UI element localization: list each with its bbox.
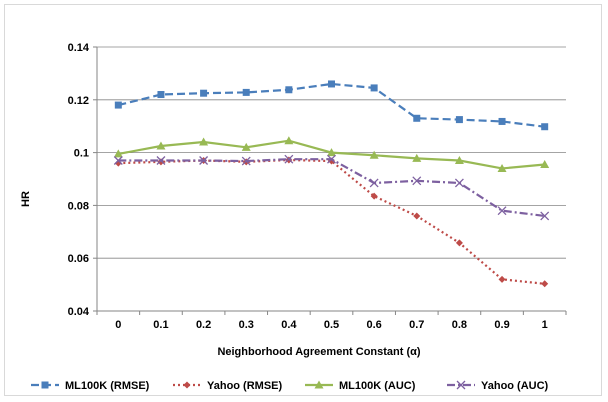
x-tick-label: 0.1 [153,319,168,331]
legend-marker [456,380,466,390]
legend-marker [314,380,324,389]
data-point [497,163,507,172]
data-point [455,116,463,124]
x-tick-label: 0.5 [324,319,339,331]
x-tick-label: 0.6 [366,319,381,331]
data-point [498,275,506,283]
marker-stroke [284,154,294,164]
legend-item: Yahoo (AUC) [447,380,549,392]
y-tick-label: 0.12 [68,95,89,107]
y-tick-label: 0.04 [68,306,90,318]
marker-stroke [540,211,550,221]
legend-marker [41,381,49,389]
legend-item: Yahoo (RMSE) [173,380,283,392]
marker-stroke [412,176,422,186]
x-tick-label: 0.8 [452,319,467,331]
data-point [157,158,165,166]
legend-label: Yahoo (AUC) [481,380,549,392]
data-point [412,153,422,162]
marker-stroke [456,380,466,390]
legend-label: Yahoo (RMSE) [207,380,283,392]
data-point [284,136,294,145]
data-point [327,154,336,164]
data-point [156,156,166,165]
data-point [455,239,463,247]
line-chart: 0.04 0.06 0.08 0.1 0.12 0.14 0 0.1 0.2 0.3 0.4 0.5… [20,42,567,392]
axes [93,46,567,315]
x-tick-label: 0.9 [494,319,509,331]
data-point [454,156,464,165]
marker-stroke [497,206,507,216]
marker-stroke [369,178,379,188]
marker-stroke [156,156,166,165]
y-tick-label: 0.14 [68,42,90,54]
marker-stroke [454,178,464,188]
data-point [541,280,549,288]
data-point [498,117,506,125]
marker-stroke [113,156,123,165]
data-point [156,141,166,150]
data-point [369,150,379,159]
x-tick-labels: 0 0.1 0.2 0.3 0.4 0.5 0.6 0.7 0.8 0.9 1 [115,319,547,331]
data-point [241,156,251,166]
series-lines [113,80,550,288]
marker-stroke [327,154,336,164]
data-point [285,86,293,94]
data-point [157,91,165,99]
data-point [369,178,379,188]
data-point [370,84,378,92]
x-tick-label: 0.4 [281,319,297,331]
marker-stroke [241,156,251,166]
y-axis-title: HR [20,191,32,207]
data-point [113,156,123,165]
data-point [242,88,250,96]
data-point [413,212,421,220]
legend-label: ML100K (RMSE) [65,380,150,392]
x-tick-label: 0.3 [239,319,254,331]
data-point [284,154,294,164]
data-point [241,142,251,151]
data-point [200,89,208,97]
legend-marker [183,381,191,389]
x-tick-label: 0.2 [196,319,211,331]
legend-item: ML100K (AUC) [305,380,416,392]
series-yahoo-auc [113,154,550,221]
series-line [118,158,545,285]
legend-item: ML100K (RMSE) [31,380,150,392]
y-tick-label: 0.1 [74,148,89,160]
marker-stroke [199,156,209,165]
x-tick-label: 0 [115,319,121,331]
legend: ML100K (RMSE) Yahoo (RMSE) ML100K (AUC) Yah… [31,380,549,392]
data-point [328,80,335,88]
y-tick-label: 0.08 [68,200,89,212]
data-point [199,137,209,146]
data-point [370,192,378,200]
data-point [454,178,464,188]
data-point [199,156,209,165]
series-line [118,158,545,218]
series-ml100k-auc [113,136,550,172]
y-tick-labels: 0.04 0.06 0.08 0.1 0.12 0.14 [68,42,90,318]
series-yahoo-rmse [114,156,549,288]
data-point [540,159,550,168]
data-point [114,101,122,109]
data-point [497,206,507,216]
data-point [413,114,421,122]
data-point [540,211,550,221]
data-point [113,149,123,158]
series-ml100k-rmse [114,80,549,131]
x-axis-title: Neighborhood Agreement Constant (α) [217,346,420,358]
x-tick-label: 0.7 [409,319,424,331]
data-point [412,176,422,186]
x-tick-label: 1 [542,319,548,331]
series-line [118,82,545,128]
chart-frame: 0.04 0.06 0.08 0.1 0.12 0.14 0 0.1 0.2 0.3 0.4 0.5… [4,4,602,396]
y-tick-label: 0.06 [68,253,89,265]
data-point [327,148,336,157]
legend-label: ML100K (AUC) [339,380,416,392]
data-point [541,123,549,131]
